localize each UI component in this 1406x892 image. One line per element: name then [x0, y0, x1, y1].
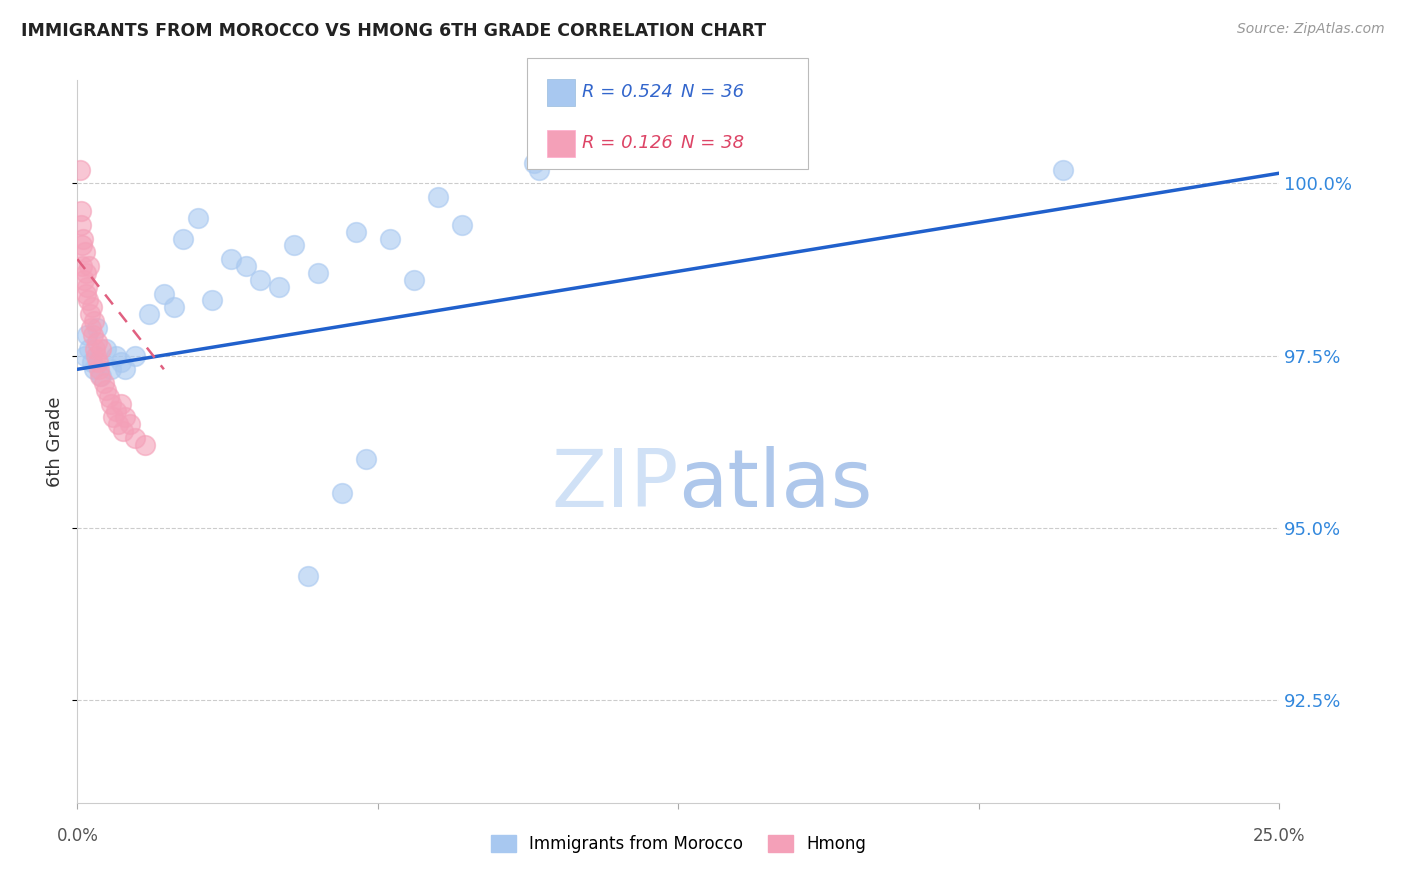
Point — [70, 238, 93, 252]
Text: atlas: atlas — [679, 446, 873, 524]
Text: Source: ZipAtlas.com: Source: ZipAtlas.com — [1237, 22, 1385, 37]
Point — [93, 376, 115, 390]
Point — [104, 403, 127, 417]
Point — [73, 349, 96, 363]
Text: R = 0.126: R = 0.126 — [582, 134, 673, 152]
Text: R = 0.524: R = 0.524 — [582, 83, 673, 101]
Point — [72, 231, 94, 245]
Y-axis label: 6th Grade: 6th Grade — [46, 396, 65, 487]
Point — [111, 424, 134, 438]
Point — [76, 327, 98, 342]
Point — [249, 273, 271, 287]
Point — [1052, 162, 1074, 177]
Point — [100, 362, 122, 376]
Point — [100, 397, 122, 411]
Point — [427, 190, 450, 204]
Point — [201, 293, 224, 308]
Point — [114, 410, 136, 425]
Point — [235, 259, 257, 273]
Point — [79, 342, 101, 356]
Point — [70, 259, 93, 273]
Point — [80, 321, 103, 335]
Legend: Immigrants from Morocco, Hmong: Immigrants from Morocco, Hmong — [484, 828, 873, 860]
Point — [523, 156, 546, 170]
Text: ZIP: ZIP — [551, 446, 679, 524]
Point — [80, 355, 103, 369]
Point — [186, 211, 209, 225]
Point — [84, 342, 107, 356]
Text: N = 38: N = 38 — [681, 134, 744, 152]
Point — [86, 321, 108, 335]
Point — [90, 369, 112, 384]
Point — [83, 362, 105, 376]
Point — [120, 417, 142, 432]
Point — [104, 349, 127, 363]
Text: 0.0%: 0.0% — [56, 827, 98, 845]
Text: 25.0%: 25.0% — [1253, 827, 1306, 845]
Point — [110, 355, 132, 369]
Point — [283, 238, 305, 252]
Point — [402, 273, 425, 287]
Point — [153, 286, 176, 301]
Point — [97, 390, 120, 404]
Point — [89, 369, 111, 384]
Point — [75, 286, 97, 301]
Point — [103, 410, 125, 425]
Point — [297, 568, 319, 582]
Text: IMMIGRANTS FROM MOROCCO VS HMONG 6TH GRADE CORRELATION CHART: IMMIGRANTS FROM MOROCCO VS HMONG 6TH GRA… — [21, 22, 766, 40]
Point — [110, 397, 132, 411]
Point — [79, 307, 101, 321]
Point — [354, 451, 377, 466]
Point — [82, 327, 104, 342]
Point — [124, 349, 146, 363]
Point — [76, 279, 98, 293]
Point — [124, 431, 146, 445]
Point — [84, 349, 107, 363]
Point — [77, 293, 100, 308]
Point — [219, 252, 242, 267]
Point — [162, 301, 184, 315]
Point — [307, 266, 329, 280]
Point — [451, 218, 474, 232]
Point — [90, 342, 112, 356]
Point — [114, 362, 136, 376]
Point — [96, 342, 118, 356]
Point — [330, 486, 353, 500]
Point — [86, 334, 108, 349]
Point — [73, 245, 96, 260]
Point — [96, 383, 118, 397]
Point — [86, 355, 108, 369]
Point — [527, 162, 550, 177]
Point — [134, 438, 156, 452]
Point — [107, 417, 129, 432]
Point — [69, 218, 91, 232]
Point — [269, 279, 291, 293]
Point — [75, 266, 97, 280]
Text: N = 36: N = 36 — [681, 83, 744, 101]
Point — [172, 231, 194, 245]
Point — [70, 204, 93, 219]
Point — [378, 231, 401, 245]
Point — [138, 307, 160, 321]
Point — [79, 259, 101, 273]
Point — [83, 314, 105, 328]
Point — [80, 301, 103, 315]
Point — [69, 162, 91, 177]
Point — [87, 362, 110, 376]
Point — [72, 273, 94, 287]
Point — [344, 225, 367, 239]
